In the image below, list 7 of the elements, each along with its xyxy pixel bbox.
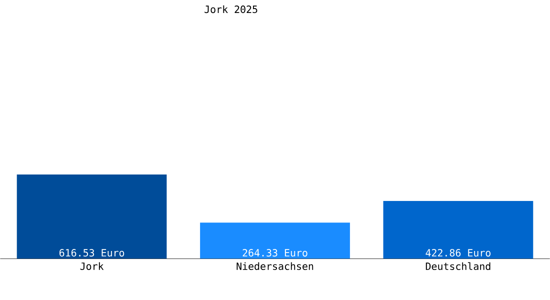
- chart-title: Jork 2025: [204, 5, 258, 14]
- data-label: 616.53 Euro: [59, 249, 124, 257]
- x-tick-label: Niedersachsen: [236, 262, 314, 270]
- x-tick-label: Jork: [80, 262, 104, 270]
- data-label: 422.86 Euro: [426, 249, 490, 257]
- data-label: 264.33 Euro: [242, 249, 308, 257]
- x-tick-label: Deutschland: [426, 262, 490, 270]
